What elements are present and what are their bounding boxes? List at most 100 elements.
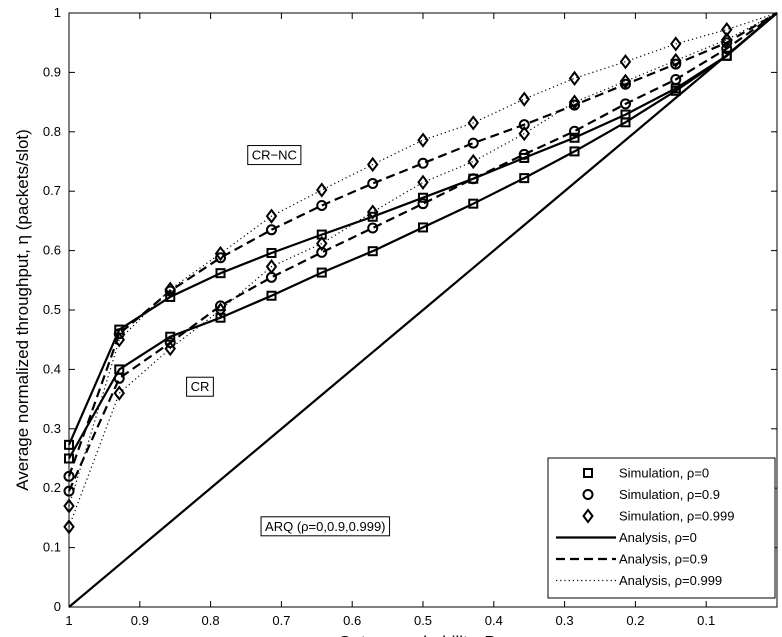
- data-point-diamond: [214, 302, 227, 318]
- data-point-circle: [113, 328, 125, 340]
- series-line-cr-nc-0: [67, 12, 778, 446]
- data-point-diamond: [670, 52, 682, 69]
- data-point-circle: [316, 199, 328, 211]
- series-line-cr-0-999: [68, 12, 778, 528]
- data-point-diamond: [316, 235, 328, 252]
- data-point-square: [670, 85, 681, 96]
- annotation-box: CR: [186, 376, 214, 397]
- data-point-square: [266, 290, 277, 301]
- data-point-diamond: [417, 132, 429, 148]
- data-point-diamond: [417, 174, 429, 190]
- data-point-circle: [670, 58, 682, 70]
- x-tick-label: 1: [65, 613, 72, 628]
- data-point-diamond: [113, 385, 126, 401]
- data-point-circle: [215, 300, 227, 312]
- data-point-square: [721, 50, 732, 61]
- y-tick-label: 0.8: [43, 124, 61, 139]
- data-point-circle: [467, 173, 479, 185]
- data-point-diamond: [619, 73, 632, 89]
- data-point-diamond: [518, 91, 530, 107]
- legend-entry: Analysis, ρ=0: [556, 530, 697, 545]
- marker-layer: [63, 21, 733, 535]
- data-point-square: [519, 173, 530, 184]
- axis-ticks: 1 0.9 0.8 0.7 0.6 0.5 0.4 0.3 0.2 0.1 0 0.1 0.2 0.3 0.…: [43, 5, 777, 628]
- annotation-label: CR: [191, 379, 210, 394]
- y-tick-label: 0: [54, 599, 61, 614]
- data-point-circle: [417, 198, 429, 210]
- data-point-square: [468, 198, 479, 209]
- data-point-circle: [569, 125, 581, 137]
- data-point-diamond: [720, 21, 733, 38]
- data-point-circle: [367, 222, 379, 234]
- x-axis-label: Outage probability, Pss: [338, 632, 508, 637]
- y-tick-label: 0.5: [43, 302, 61, 317]
- data-point-circle: [417, 157, 429, 169]
- data-point-circle: [164, 337, 176, 349]
- data-point-diamond: [214, 245, 227, 262]
- annotations: CR−NC CR ARQ (ρ=0,0.9,0.999): [186, 145, 391, 537]
- y-tick-label: 0.3: [43, 421, 61, 436]
- data-point-circle: [113, 372, 125, 384]
- data-point-square: [418, 222, 428, 233]
- data-point-diamond: [366, 204, 379, 220]
- data-point-square: [316, 267, 327, 278]
- legend-label: Simulation, ρ=0.999: [619, 509, 734, 524]
- data-point-square: [569, 146, 580, 157]
- data-point-diamond: [568, 94, 581, 110]
- annotation-label: CR−NC: [252, 148, 297, 163]
- x-tick-label: 0.7: [272, 613, 290, 628]
- data-point-circle: [467, 137, 479, 149]
- data-point-diamond: [568, 70, 581, 87]
- data-point-circle: [670, 74, 682, 86]
- x-tick-label: 0.6: [343, 613, 361, 628]
- x-tick-label: 0.5: [414, 613, 432, 628]
- data-point-diamond: [265, 208, 278, 224]
- data-point-diamond: [467, 153, 480, 170]
- data-point-diamond: [670, 36, 682, 52]
- legend: Simulation, ρ=0 Simulation, ρ=0.9 Simulati…: [547, 457, 776, 599]
- data-point-square: [266, 247, 277, 258]
- legend-label: Simulation, ρ=0.9: [619, 487, 720, 502]
- data-point-square: [367, 246, 378, 257]
- data-point-diamond: [265, 258, 278, 275]
- legend-label: Simulation, ρ=0: [619, 466, 709, 481]
- legend-label: Analysis, ρ=0.999: [619, 573, 722, 588]
- annotation-label: ARQ (ρ=0,0.9,0.999): [265, 519, 386, 534]
- data-point-diamond: [366, 156, 379, 173]
- annotation-box: ARQ (ρ=0,0.9,0.999): [260, 516, 391, 537]
- y-tick-label: 0.1: [43, 540, 61, 555]
- legend-circle-icon: [582, 489, 594, 500]
- data-point-diamond: [619, 54, 632, 70]
- data-point-diamond: [720, 32, 733, 48]
- x-tick-label: 0.3: [556, 613, 574, 628]
- annotation-box: CR−NC: [247, 145, 302, 166]
- data-point-square: [367, 211, 378, 222]
- legend-entry: Analysis, ρ=0.9: [556, 552, 708, 567]
- y-tick-label: 0.6: [43, 243, 61, 258]
- data-point-diamond: [164, 281, 176, 297]
- x-tick-label: 0.2: [626, 613, 644, 628]
- series-line-cr-0: [68, 12, 778, 460]
- annotation-frame: [186, 376, 214, 397]
- series-line-arq: [68, 12, 778, 608]
- data-point-diamond: [518, 125, 530, 142]
- x-tick-label: 0.8: [202, 613, 220, 628]
- data-point-circle: [619, 98, 631, 110]
- data-point-square: [569, 132, 580, 143]
- x-tick-label: 0.4: [485, 613, 503, 628]
- legend-square-icon: [583, 468, 593, 478]
- data-point-square: [165, 331, 176, 342]
- data-point-square: [215, 268, 226, 279]
- legend-entry: Simulation, ρ=0.9: [582, 487, 720, 502]
- y-tick-label: 1: [54, 5, 61, 20]
- data-point-circle: [367, 177, 379, 189]
- legend-label: Analysis, ρ=0.9: [619, 552, 708, 567]
- legend-label: Analysis, ρ=0: [619, 530, 697, 545]
- legend-entry: Simulation, ρ=0: [583, 466, 709, 481]
- data-point-diamond: [467, 115, 480, 131]
- legend-entry: Analysis, ρ=0.999: [556, 573, 722, 588]
- legend-entry: Simulation, ρ=0.999: [582, 508, 734, 524]
- data-point-square: [165, 291, 176, 302]
- data-point-diamond: [113, 332, 126, 348]
